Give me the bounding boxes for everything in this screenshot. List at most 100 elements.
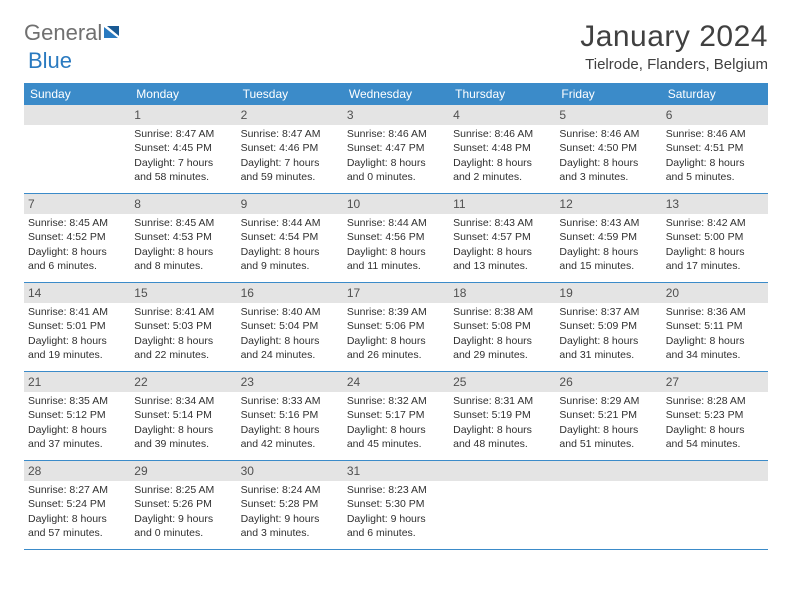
daylight-text: Daylight: 8 hours and 54 minutes. xyxy=(666,423,764,451)
day-info: Sunrise: 8:46 AMSunset: 4:48 PMDaylight:… xyxy=(453,127,551,184)
daylight-text: Daylight: 8 hours and 9 minutes. xyxy=(241,245,339,273)
calendar-page: General January 2024 Tielrode, Flanders,… xyxy=(0,0,792,570)
day-info: Sunrise: 8:47 AMSunset: 4:46 PMDaylight:… xyxy=(241,127,339,184)
daylight-text: Daylight: 7 hours and 59 minutes. xyxy=(241,156,339,184)
logo-text-2: Blue xyxy=(28,48,72,74)
location: Tielrode, Flanders, Belgium xyxy=(580,56,768,73)
sunset-text: Sunset: 5:14 PM xyxy=(134,408,232,422)
month-title: January 2024 xyxy=(580,20,768,54)
sunset-text: Sunset: 4:47 PM xyxy=(347,141,445,155)
logo-flag-icon xyxy=(104,20,126,46)
day-cell: 19Sunrise: 8:37 AMSunset: 5:09 PMDayligh… xyxy=(555,283,661,371)
daylight-text: Daylight: 8 hours and 11 minutes. xyxy=(347,245,445,273)
day-number: 19 xyxy=(555,283,661,303)
day-cell xyxy=(449,461,555,549)
day-cell: 29Sunrise: 8:25 AMSunset: 5:26 PMDayligh… xyxy=(130,461,236,549)
sunrise-text: Sunrise: 8:31 AM xyxy=(453,394,551,408)
logo-text-1: General xyxy=(24,20,102,46)
daylight-text: Daylight: 8 hours and 42 minutes. xyxy=(241,423,339,451)
day-cell: 11Sunrise: 8:43 AMSunset: 4:57 PMDayligh… xyxy=(449,194,555,282)
sunset-text: Sunset: 5:23 PM xyxy=(666,408,764,422)
sunset-text: Sunset: 4:51 PM xyxy=(666,141,764,155)
day-cell xyxy=(662,461,768,549)
sunset-text: Sunset: 4:53 PM xyxy=(134,230,232,244)
day-info: Sunrise: 8:44 AMSunset: 4:54 PMDaylight:… xyxy=(241,216,339,273)
daylight-text: Daylight: 8 hours and 17 minutes. xyxy=(666,245,764,273)
day-info: Sunrise: 8:46 AMSunset: 4:51 PMDaylight:… xyxy=(666,127,764,184)
day-number: 15 xyxy=(130,283,236,303)
day-info: Sunrise: 8:32 AMSunset: 5:17 PMDaylight:… xyxy=(347,394,445,451)
day-number: 9 xyxy=(237,194,343,214)
sunrise-text: Sunrise: 8:23 AM xyxy=(347,483,445,497)
sunset-text: Sunset: 5:03 PM xyxy=(134,319,232,333)
sunset-text: Sunset: 4:56 PM xyxy=(347,230,445,244)
daylight-text: Daylight: 9 hours and 0 minutes. xyxy=(134,512,232,540)
sunset-text: Sunset: 5:26 PM xyxy=(134,497,232,511)
day-number: 28 xyxy=(24,461,130,481)
day-cell: 26Sunrise: 8:29 AMSunset: 5:21 PMDayligh… xyxy=(555,372,661,460)
daylight-text: Daylight: 8 hours and 15 minutes. xyxy=(559,245,657,273)
day-number: 4 xyxy=(449,105,555,125)
day-number: 24 xyxy=(343,372,449,392)
header: General January 2024 Tielrode, Flanders,… xyxy=(24,20,768,73)
day-info: Sunrise: 8:31 AMSunset: 5:19 PMDaylight:… xyxy=(453,394,551,451)
day-number: 21 xyxy=(24,372,130,392)
day-info: Sunrise: 8:37 AMSunset: 5:09 PMDaylight:… xyxy=(559,305,657,362)
day-info: Sunrise: 8:46 AMSunset: 4:47 PMDaylight:… xyxy=(347,127,445,184)
daylight-text: Daylight: 8 hours and 34 minutes. xyxy=(666,334,764,362)
day-cell: 31Sunrise: 8:23 AMSunset: 5:30 PMDayligh… xyxy=(343,461,449,549)
day-number: 18 xyxy=(449,283,555,303)
sunset-text: Sunset: 5:04 PM xyxy=(241,319,339,333)
sunset-text: Sunset: 4:46 PM xyxy=(241,141,339,155)
daylight-text: Daylight: 7 hours and 58 minutes. xyxy=(134,156,232,184)
sunrise-text: Sunrise: 8:34 AM xyxy=(134,394,232,408)
sunrise-text: Sunrise: 8:42 AM xyxy=(666,216,764,230)
day-cell xyxy=(24,105,130,193)
sunrise-text: Sunrise: 8:36 AM xyxy=(666,305,764,319)
sunset-text: Sunset: 5:21 PM xyxy=(559,408,657,422)
logo: General xyxy=(24,20,126,46)
day-number: 3 xyxy=(343,105,449,125)
weekday-header: Saturday xyxy=(662,83,768,105)
day-number: 1 xyxy=(130,105,236,125)
day-number: 29 xyxy=(130,461,236,481)
weeks-container: 1Sunrise: 8:47 AMSunset: 4:45 PMDaylight… xyxy=(24,105,768,550)
daylight-text: Daylight: 8 hours and 39 minutes. xyxy=(134,423,232,451)
day-number: 31 xyxy=(343,461,449,481)
daylight-text: Daylight: 8 hours and 5 minutes. xyxy=(666,156,764,184)
sunset-text: Sunset: 4:54 PM xyxy=(241,230,339,244)
day-number: 5 xyxy=(555,105,661,125)
sunrise-text: Sunrise: 8:47 AM xyxy=(241,127,339,141)
daylight-text: Daylight: 9 hours and 3 minutes. xyxy=(241,512,339,540)
day-cell: 20Sunrise: 8:36 AMSunset: 5:11 PMDayligh… xyxy=(662,283,768,371)
day-cell: 2Sunrise: 8:47 AMSunset: 4:46 PMDaylight… xyxy=(237,105,343,193)
day-info: Sunrise: 8:41 AMSunset: 5:01 PMDaylight:… xyxy=(28,305,126,362)
daylight-text: Daylight: 8 hours and 8 minutes. xyxy=(134,245,232,273)
week-row: 28Sunrise: 8:27 AMSunset: 5:24 PMDayligh… xyxy=(24,461,768,550)
day-cell: 23Sunrise: 8:33 AMSunset: 5:16 PMDayligh… xyxy=(237,372,343,460)
daylight-text: Daylight: 8 hours and 19 minutes. xyxy=(28,334,126,362)
sunset-text: Sunset: 4:48 PM xyxy=(453,141,551,155)
calendar-grid: SundayMondayTuesdayWednesdayThursdayFrid… xyxy=(24,83,768,550)
day-number: 2 xyxy=(237,105,343,125)
daylight-text: Daylight: 8 hours and 51 minutes. xyxy=(559,423,657,451)
sunset-text: Sunset: 5:01 PM xyxy=(28,319,126,333)
sunset-text: Sunset: 5:09 PM xyxy=(559,319,657,333)
daylight-text: Daylight: 8 hours and 3 minutes. xyxy=(559,156,657,184)
sunrise-text: Sunrise: 8:25 AM xyxy=(134,483,232,497)
day-info: Sunrise: 8:42 AMSunset: 5:00 PMDaylight:… xyxy=(666,216,764,273)
sunset-text: Sunset: 5:16 PM xyxy=(241,408,339,422)
sunset-text: Sunset: 4:45 PM xyxy=(134,141,232,155)
sunrise-text: Sunrise: 8:29 AM xyxy=(559,394,657,408)
sunrise-text: Sunrise: 8:32 AM xyxy=(347,394,445,408)
day-cell: 22Sunrise: 8:34 AMSunset: 5:14 PMDayligh… xyxy=(130,372,236,460)
day-cell xyxy=(555,461,661,549)
sunrise-text: Sunrise: 8:28 AM xyxy=(666,394,764,408)
sunrise-text: Sunrise: 8:38 AM xyxy=(453,305,551,319)
sunset-text: Sunset: 4:57 PM xyxy=(453,230,551,244)
day-number: 7 xyxy=(24,194,130,214)
day-info: Sunrise: 8:25 AMSunset: 5:26 PMDaylight:… xyxy=(134,483,232,540)
day-number xyxy=(662,461,768,481)
day-info: Sunrise: 8:44 AMSunset: 4:56 PMDaylight:… xyxy=(347,216,445,273)
daylight-text: Daylight: 8 hours and 13 minutes. xyxy=(453,245,551,273)
